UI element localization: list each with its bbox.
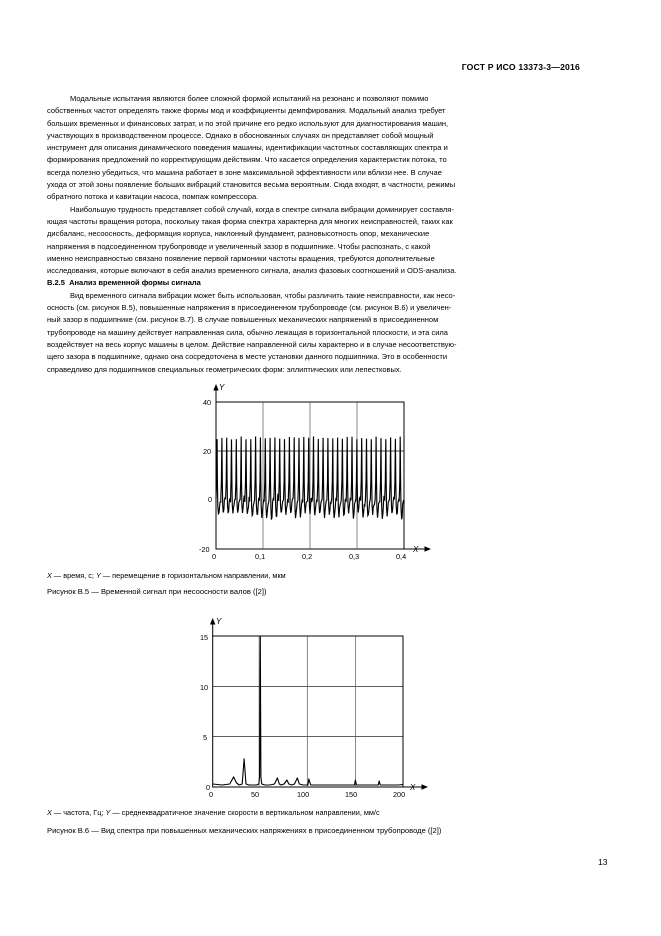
svg-text:200: 200 (393, 790, 405, 799)
svg-text:100: 100 (297, 790, 309, 799)
svg-text:5: 5 (203, 733, 207, 742)
svg-text:Y: Y (216, 617, 222, 626)
svg-text:15: 15 (200, 633, 208, 642)
svg-text:0: 0 (209, 790, 213, 799)
svg-text:50: 50 (251, 790, 259, 799)
svg-text:10: 10 (200, 683, 208, 692)
svg-text:150: 150 (345, 790, 357, 799)
svg-text:X: X (409, 783, 416, 792)
